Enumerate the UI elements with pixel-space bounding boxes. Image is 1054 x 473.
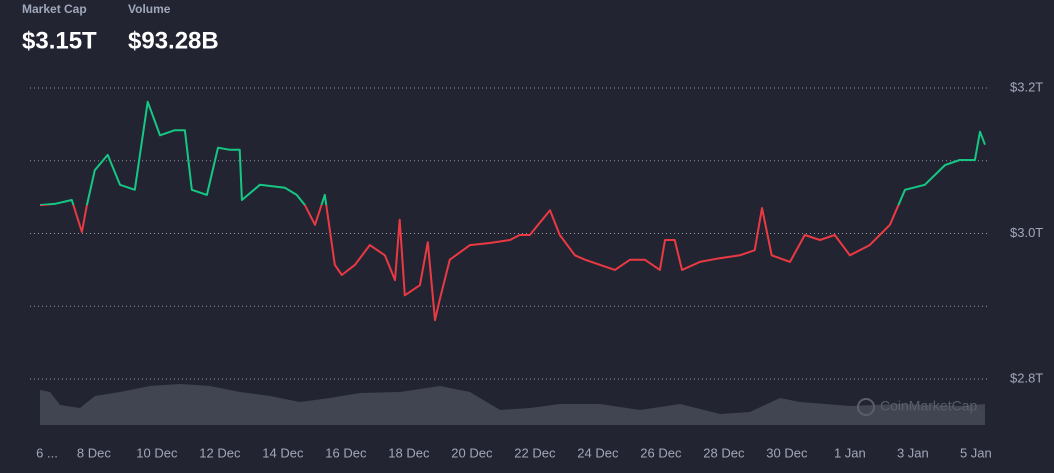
y-tick-label: $3.2T — [1010, 79, 1043, 94]
x-tick-label: 8 Dec — [77, 445, 111, 460]
x-tick-label: 28 Dec — [703, 445, 745, 460]
x-tick-label: 26 Dec — [640, 445, 682, 460]
x-tick-label: 20 Dec — [451, 445, 493, 460]
watermark-text: CoinMarketCap — [880, 398, 977, 414]
x-tick-label: 14 Dec — [262, 445, 304, 460]
x-tick-label: 30 Dec — [766, 445, 808, 460]
price-line — [39, 100, 986, 322]
x-tick-label: 12 Dec — [199, 445, 241, 460]
y-tick-label: $3.0T — [1010, 225, 1043, 240]
x-tick-label: 10 Dec — [136, 445, 178, 460]
volume-area — [40, 384, 985, 425]
y-tick-label: $2.8T — [1010, 370, 1043, 385]
stat-value: $3.15T — [22, 27, 97, 54]
stat-label: Market Cap — [22, 2, 87, 16]
x-tick-label: 24 Dec — [577, 445, 619, 460]
x-tick-label: 22 Dec — [514, 445, 556, 460]
x-tick-label: 3 Jan — [897, 445, 929, 460]
watermark: CoinMarketCap — [857, 398, 977, 416]
watermark-icon — [857, 398, 875, 416]
x-tick-label: 16 Dec — [325, 445, 367, 460]
stat-value: $93.28B — [128, 27, 219, 54]
x-tick-label: 6 ... — [36, 445, 58, 460]
x-tick-label: 18 Dec — [388, 445, 430, 460]
stat-label: Volume — [128, 2, 171, 16]
x-tick-label: 5 Jan — [960, 445, 992, 460]
x-tick-label: 1 Jan — [834, 445, 866, 460]
